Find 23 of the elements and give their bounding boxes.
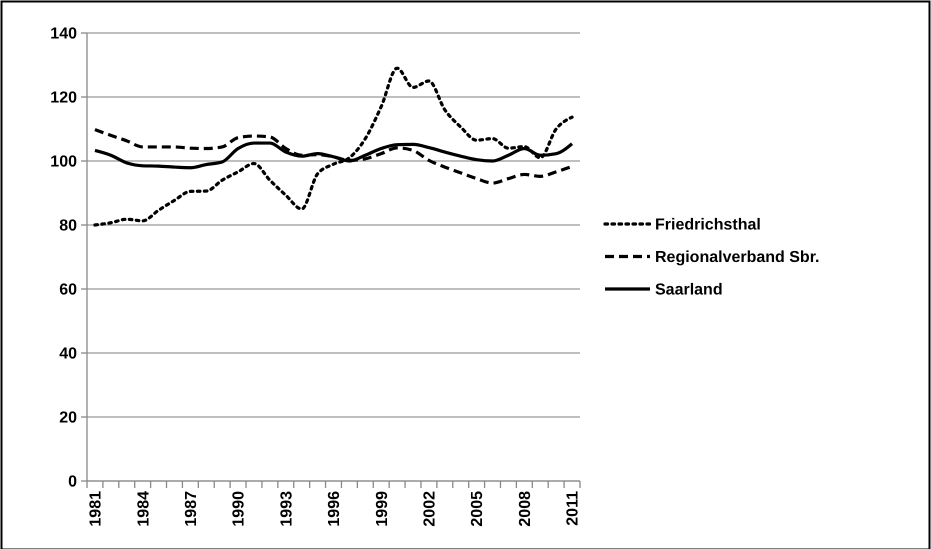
y-tick-label: 60	[59, 282, 78, 299]
x-tick-label: 2005	[469, 490, 486, 527]
x-tick-label: 1990	[230, 490, 248, 527]
x-tick-label: 2002	[422, 490, 439, 527]
x-tick-label: 1996	[326, 490, 344, 527]
x-tick-label: 1993	[278, 490, 296, 527]
x-tick-label: 2011	[564, 490, 582, 526]
y-tick-label: 140	[50, 26, 78, 43]
legend-label: Regionalverband Sbr.	[655, 249, 820, 266]
y-tick-label: 40	[59, 346, 78, 363]
y-tick-label: 120	[50, 90, 78, 107]
legend-label: Friedrichsthal	[655, 216, 761, 234]
y-tick-label: 100	[50, 154, 78, 171]
x-tick-label: 1987	[182, 490, 200, 527]
legend-label: Saarland	[655, 282, 723, 299]
x-tick-label: 2008	[516, 490, 534, 527]
x-tick-label: 1999	[374, 490, 391, 527]
y-tick-label: 80	[59, 218, 78, 235]
line-series	[93, 66, 574, 227]
y-tick-label: 0	[68, 474, 78, 491]
x-tick-label: 1981	[88, 490, 105, 527]
x-tick-label: 1984	[135, 490, 152, 527]
y-tick-label: 20	[59, 410, 78, 427]
